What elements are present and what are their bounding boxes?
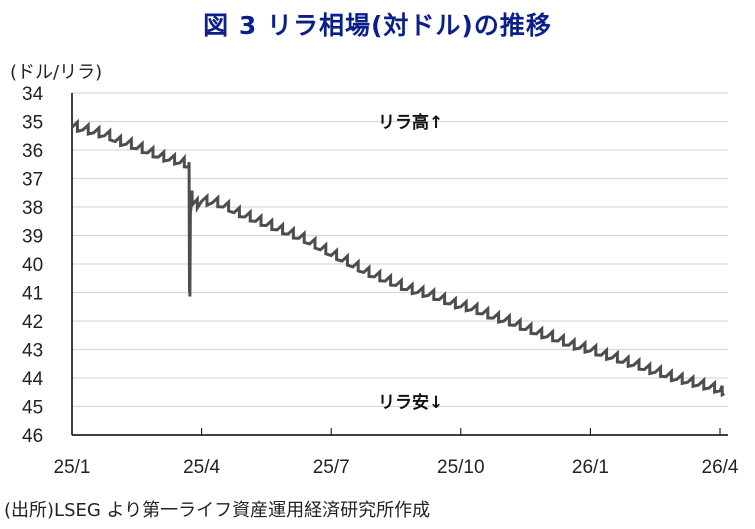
y-tick-label: 42 — [22, 312, 43, 333]
y-tick-label: 35 — [22, 113, 43, 134]
x-tick-label: 25/10 — [437, 457, 485, 478]
y-tick-label: 40 — [22, 255, 43, 276]
x-tick-label: 26/4 — [702, 457, 739, 478]
annotation-lira-strong: リラ高↑ — [378, 112, 443, 133]
y-tick-label: 36 — [22, 141, 43, 162]
y-tick-label: 38 — [22, 198, 43, 219]
y-tick-label: 39 — [22, 227, 43, 248]
y-tick-label: 44 — [22, 369, 44, 390]
source-note: (出所)LSEG より第一ライフ資産運用経済研究所作成 — [4, 500, 431, 521]
x-axis-ticks: 25/1 25/4 25/7 25/10 26/1 26/4 — [54, 428, 739, 478]
x-tick-label: 25/7 — [313, 457, 350, 478]
lira-series-line — [70, 118, 725, 398]
y-tick-label: 41 — [22, 284, 43, 305]
y-axis-unit-label: (ドル/リラ) — [10, 62, 103, 83]
y-tick-label: 43 — [22, 341, 43, 362]
y-tick-label: 45 — [22, 398, 43, 419]
annotation-lira-weak: リラ安↓ — [378, 392, 443, 413]
y-tick-label: 34 — [22, 84, 44, 105]
x-tick-label: 26/1 — [572, 457, 609, 478]
y-tick-label: 37 — [22, 170, 43, 191]
y-tick-label: 46 — [22, 426, 43, 447]
chart-title: 図 3 リラ相場(対ドル)の推移 — [203, 11, 552, 40]
y-axis-ticks: 34 35 36 37 38 39 40 41 42 43 44 45 46 — [22, 84, 44, 447]
x-tick-label: 25/4 — [183, 457, 220, 478]
gridlines — [72, 92, 728, 408]
x-tick-label: 25/1 — [54, 457, 91, 478]
